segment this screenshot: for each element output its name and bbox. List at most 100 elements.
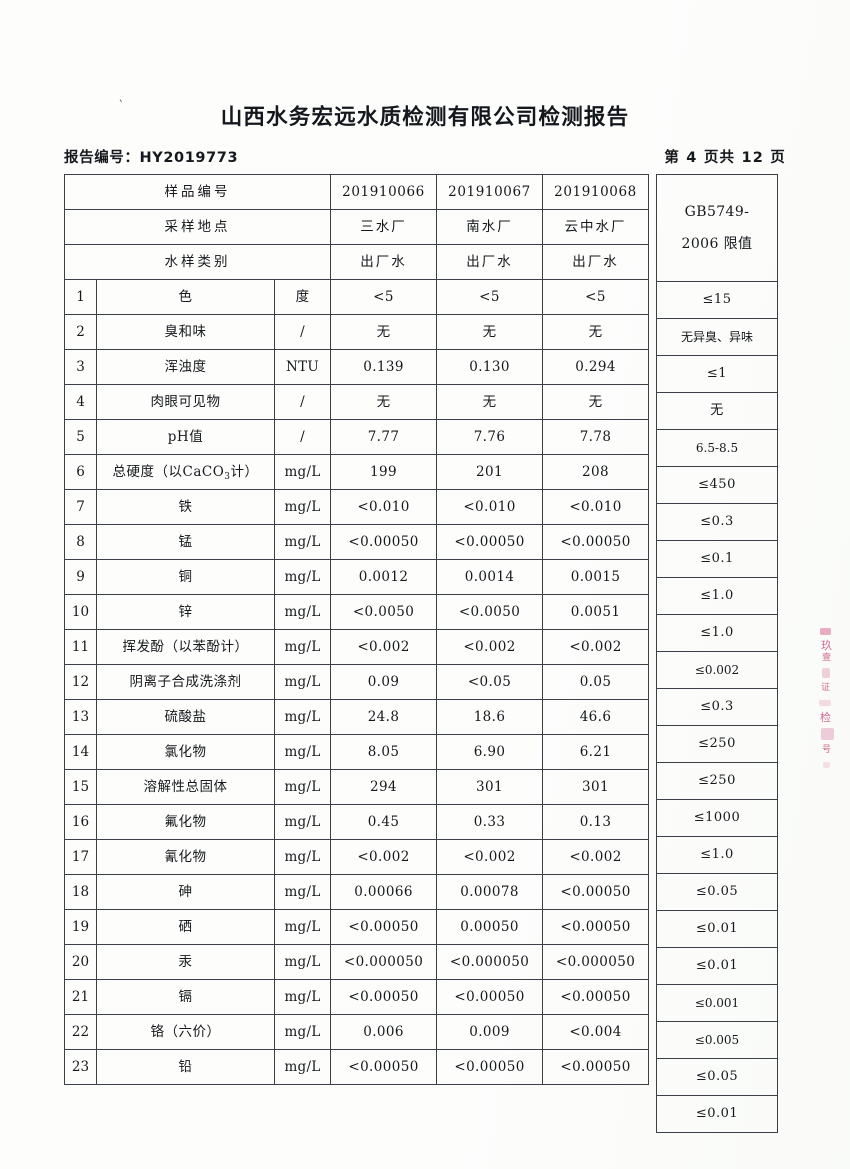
measurement-value-sample1: <0.00050 — [330, 524, 438, 560]
row-number: 17 — [64, 839, 97, 875]
measurement-value-sample3: 0.294 — [542, 349, 650, 385]
parameter-name: 挥发酚（以苯酚计） — [96, 629, 275, 665]
parameter-unit: mg/L — [273, 1014, 332, 1050]
measurement-value-sample2: 7.76 — [436, 419, 544, 455]
parameter-unit: mg/L — [273, 944, 332, 980]
table-row: 2 臭和味 / 无无无 — [64, 314, 650, 350]
row-number: 21 — [64, 979, 97, 1015]
measurement-value-sample1: <0.002 — [330, 629, 438, 665]
measurement-value-sample2: <0.002 — [436, 839, 544, 875]
parameter-name: 锌 — [96, 594, 275, 630]
measurement-value-sample3: <0.004 — [542, 1014, 650, 1050]
standard-limit-value: ≤0.1 — [656, 540, 778, 578]
measurement-value-sample3: 无 — [542, 314, 650, 350]
parameter-unit: mg/L — [273, 734, 332, 770]
parameter-name: 锰 — [96, 524, 275, 560]
measurement-value-sample3: 0.13 — [542, 804, 650, 840]
page-indicator: 第 4 页共 12 页 — [664, 150, 786, 166]
standard-limit-row: ≤0.3 — [656, 503, 778, 541]
table-row: 20 汞 mg/L <0.000050 <0.000050 <0.000050 — [64, 944, 650, 980]
parameter-unit: mg/L — [273, 559, 332, 595]
row-number: 1 — [64, 279, 97, 315]
measurement-value-sample2: 0.130 — [436, 349, 544, 385]
measurement-value-sample2: <0.00050 — [436, 979, 544, 1015]
measurement-value-sample1: 无 — [330, 314, 438, 350]
standard-limit-row: ≤1000 — [656, 799, 778, 837]
parameter-name: 肉眼可见物 — [96, 384, 275, 420]
measurement-value-sample3: 无 — [542, 384, 650, 420]
standard-limit-value: ≤1000 — [656, 799, 778, 837]
table-row: 22 铬（六价） mg/L 0.006 0.009 <0.004 — [64, 1014, 650, 1050]
standard-limit-row: ≤0.001 — [656, 984, 778, 1022]
header-value-r1-c1: 南水厂 — [436, 209, 544, 245]
header-value-r1-c0: 三水厂 — [330, 209, 438, 245]
row-number: 10 — [64, 594, 97, 630]
parameter-name: 镉 — [96, 979, 275, 1015]
parameter-unit: mg/L — [273, 1049, 332, 1085]
standard-limit-row: ≤0.01 — [656, 910, 778, 948]
measurement-value-sample1: 0.139 — [330, 349, 438, 385]
standard-limit-row: ≤0.005 — [656, 1021, 778, 1059]
measurement-value-sample1: 7.77 — [330, 419, 438, 455]
standard-limit-value: ≤250 — [656, 725, 778, 763]
standard-limit-row: ≤250 — [656, 762, 778, 800]
standard-limit-value: ≤1 — [656, 355, 778, 393]
row-number: 5 — [64, 419, 97, 455]
table-row: 4 肉眼可见物 / 无无无 — [64, 384, 650, 420]
parameter-unit: mg/L — [273, 804, 332, 840]
header-label-1: 采样地点 — [63, 209, 332, 245]
row-number: 15 — [64, 769, 97, 805]
standard-limit-row: ≤0.01 — [656, 947, 778, 985]
standard-limit-row: ≤0.3 — [656, 688, 778, 726]
measurement-value-sample3: <0.00050 — [542, 979, 650, 1015]
measurement-value-sample1: 0.09 — [330, 664, 438, 700]
standard-limit-row: ≤1.0 — [656, 614, 778, 652]
measurement-value-sample1: 8.05 — [330, 734, 438, 770]
parameter-unit: mg/L — [273, 629, 332, 665]
parameter-name: 硫酸盐 — [96, 699, 275, 735]
standard-limit-value: ≤0.001 — [656, 984, 778, 1022]
measurement-value-sample1: <0.002 — [330, 839, 438, 875]
standard-limit-row: ≤0.1 — [656, 540, 778, 578]
parameter-name: pH值 — [96, 419, 275, 455]
standard-limit-row: 无异臭、异味 — [656, 318, 778, 356]
parameter-name: 硒 — [96, 909, 275, 945]
page-title: 山西水务宏远水质检测有限公司检测报告 — [220, 105, 630, 130]
header-value-r2-c1: 出厂水 — [436, 244, 544, 280]
table-row: 13 硫酸盐 mg/L 24.8 18.6 46.6 — [64, 699, 650, 735]
parameter-unit: mg/L — [273, 699, 332, 735]
measurement-value-sample1: <5 — [330, 279, 438, 315]
measurement-value-sample3: 0.05 — [542, 664, 650, 700]
standard-limit-value: 无异臭、异味 — [656, 318, 778, 356]
measurement-value-sample3: 7.78 — [542, 419, 650, 455]
measurement-value-sample2: 无 — [436, 384, 544, 420]
header-value-r0-c1: 201910067 — [436, 174, 544, 210]
row-number: 20 — [64, 944, 97, 980]
measurement-value-sample2: <0.0050 — [436, 594, 544, 630]
measurement-value-sample3: <0.00050 — [542, 524, 650, 560]
standard-limit-value: ≤1.0 — [656, 614, 778, 652]
parameter-unit: 度 — [273, 279, 332, 315]
measurement-value-sample1: 24.8 — [330, 699, 438, 735]
row-number: 12 — [64, 664, 97, 700]
header-value-r0-c0: 201910066 — [330, 174, 438, 210]
measurement-value-sample3: <0.002 — [542, 629, 650, 665]
row-number: 11 — [64, 629, 97, 665]
header-value-r1-c2: 云中水厂 — [542, 209, 650, 245]
standard-limit-body: GB5749- 2006 限值 ≤15 无异臭、异味 ≤1 无 6.5-8.5 ≤450 ≤0.… — [656, 174, 778, 1133]
parameter-name: 氟化物 — [96, 804, 275, 840]
row-number: 6 — [64, 454, 97, 490]
table-row: 12 阴离子合成洗涤剂 mg/L 0.09 <0.05 0.05 — [64, 664, 650, 700]
table-row: 21 镉 mg/L <0.00050 <0.00050 <0.00050 — [64, 979, 650, 1015]
standard-limit-value: ≤1.0 — [656, 577, 778, 615]
measurement-value-sample2: <0.010 — [436, 489, 544, 525]
table-row: 5 pH值/7.77 7.76 7.78 — [64, 419, 650, 455]
standard-limit-row: ≤1.0 — [656, 577, 778, 615]
parameter-unit: / — [273, 314, 332, 350]
standard-limit-value: ≤0.005 — [656, 1021, 778, 1059]
standard-limit-row: ≤450 — [656, 466, 778, 504]
table-row: 3 浑浊度 NTU 0.139 0.130 0.294 — [64, 349, 650, 385]
row-number: 14 — [64, 734, 97, 770]
measurement-value-sample1: <0.00050 — [330, 1049, 438, 1085]
measurement-value-sample2: <0.002 — [436, 629, 544, 665]
